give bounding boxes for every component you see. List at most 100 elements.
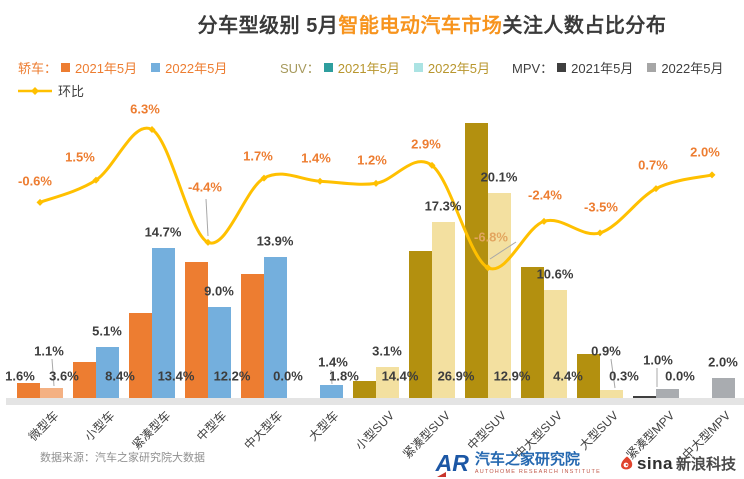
legend-item-label: 2022年5月 (165, 61, 228, 76)
bar-value-2021-9: 12.9% (493, 368, 531, 384)
legend-item-label: 2022年5月 (427, 61, 491, 76)
bar-2022-11 (656, 389, 679, 399)
bar-2021-11 (633, 396, 656, 399)
bar-2021-3 (185, 262, 208, 399)
bar-2021-9 (521, 267, 544, 399)
line-point-9 (540, 217, 548, 225)
legend-group-label: MPV： (512, 61, 554, 76)
bar-value-2022-7: 17.3% (424, 198, 462, 214)
bar-value-2022-11: 1.0% (643, 352, 673, 368)
bar-value-2021-7: 14.4% (381, 368, 419, 384)
line-value-1: 1.5% (65, 149, 95, 165)
line-point-10 (596, 229, 604, 237)
legend-item-1-1: 2022年5月 (413, 58, 491, 77)
bar-2021-7 (409, 251, 432, 399)
legend-item-label: 2021年5月 (337, 61, 400, 76)
bar-2021-1 (73, 362, 96, 399)
legend-swatch-icon (413, 63, 423, 72)
bar-value-2022-9: 10.6% (536, 266, 574, 282)
legend-row-bars: 轿车： 2021年5月 2022年5月 SUV： 2021年5月 2022年5月 MPV： 2… (0, 58, 744, 76)
legend-group-1: SUV： 2021年5月 2022年5月 (280, 58, 504, 77)
autohome-ar-icon: AR (435, 450, 469, 477)
bar-2021-2 (129, 313, 152, 399)
title-prefix: 分车型级别 5月 (197, 15, 339, 37)
line-point-5 (316, 177, 324, 185)
bar-2022-2 (152, 248, 175, 399)
bar-value-2021-1: 3.6% (49, 368, 79, 384)
category-label-0: 微型车 (25, 408, 62, 444)
bar-2022-6 (376, 367, 399, 399)
autohome-logo-text: 汽车之家研究院 (474, 451, 580, 469)
legend-group-0: 轿车： 2021年5月 2022年5月 (18, 58, 241, 77)
legend-swatch-icon (151, 63, 161, 72)
line-value-0: -0.6% (18, 173, 52, 189)
line-value-8: -6.8% (474, 229, 508, 245)
line-point-2 (148, 126, 156, 134)
autohome-logo-subtext: AUTOHOME RESEARCH INSTITUTE (474, 468, 601, 475)
legend-item-2-0: 2021年5月 (557, 58, 633, 77)
bar-value-2022-2: 14.7% (144, 224, 182, 240)
legend-item-0-0: 2021年5月 (61, 58, 137, 77)
category-label-8: 中型SUV (464, 408, 510, 453)
legend-group-line: 环比 (18, 81, 84, 100)
category-label-1: 小型车 (81, 408, 118, 444)
bar-2022-10 (600, 390, 623, 399)
legend-item-1-0: 2021年5月 (323, 58, 400, 77)
legend-line-label: 环比 (58, 84, 85, 99)
bar-2022-3 (208, 307, 231, 399)
category-label-4: 中大型车 (241, 408, 286, 453)
legend-group-label: SUV： (280, 61, 320, 76)
bar-value-2021-11: 0.3% (609, 368, 639, 384)
category-label-10: 大型SUV (576, 408, 622, 453)
line-value-10: -3.5% (584, 199, 618, 215)
line-point-6 (372, 179, 380, 187)
page-title: 分车型级别 5月智能电动汽车市场关注人数占比分布 (130, 9, 734, 38)
category-label-3: 中型车 (193, 408, 230, 444)
line-point-4 (260, 174, 268, 182)
bar-2021-6 (353, 381, 376, 399)
line-value-11: 0.7% (638, 157, 668, 173)
legend-item-label: 2022年5月 (661, 61, 724, 76)
bar-value-2022-0: 1.1% (34, 343, 64, 359)
sina-eye-icon (621, 456, 633, 470)
legend-group-label: 轿车： (18, 61, 58, 76)
category-label-5: 大型车 (305, 408, 342, 444)
footer-logos: AR 汽车之家研究院 AUTOHOME RESEARCH INSTITUTE s… (435, 450, 736, 477)
bar-value-2021-8: 26.9% (437, 368, 475, 384)
bar-value-2021-3: 13.4% (157, 368, 195, 384)
bar-2021-0 (17, 383, 40, 399)
line-value-2: 6.3% (130, 101, 160, 117)
legend-item-label: 2021年5月 (571, 61, 634, 76)
bar-value-2021-4: 12.2% (213, 368, 251, 384)
legend-swatch-icon (61, 63, 71, 72)
sina-tech-logo: sina 新浪科技 (619, 453, 736, 474)
bar-value-2022-8: 20.1% (480, 169, 518, 185)
sina-logo-text: sina (636, 453, 673, 473)
legend-item-0-1: 2022年5月 (151, 58, 227, 77)
bar-value-2022-4: 13.9% (256, 233, 294, 249)
bar-2022-5 (320, 385, 343, 399)
bar-2022-9 (544, 290, 567, 399)
line-value-5: 1.4% (301, 150, 331, 166)
bar-value-2021-12: 0.0% (665, 368, 695, 384)
bar-2022-12 (712, 378, 735, 399)
bar-value-2021-6: 1.8% (329, 368, 359, 384)
category-label-2: 紧凑型车 (129, 408, 174, 453)
bar-value-2022-12: 2.0% (708, 354, 738, 370)
legend-item-label: 2021年5月 (75, 61, 138, 76)
line-value-7: 2.9% (411, 136, 441, 152)
bar-value-2022-5: 1.4% (318, 354, 348, 370)
line-swatch-icon (18, 86, 52, 95)
bar-value-2022-10: 0.9% (591, 343, 621, 359)
bar-value-2021-0: 1.6% (5, 368, 35, 384)
bar-2021-8 (465, 123, 488, 399)
x-axis-line (6, 398, 744, 405)
bar-value-2022-3: 9.0% (204, 283, 234, 299)
data-source-note: 数据来源：汽车之家研究院大数据 (40, 452, 205, 464)
line-point-0 (36, 198, 44, 206)
legend-swatch-icon (557, 63, 567, 72)
bar-2021-10 (577, 354, 600, 399)
label-leader-line (205, 198, 209, 237)
autohome-research-logo: AR 汽车之家研究院 AUTOHOME RESEARCH INSTITUTE (435, 450, 601, 477)
